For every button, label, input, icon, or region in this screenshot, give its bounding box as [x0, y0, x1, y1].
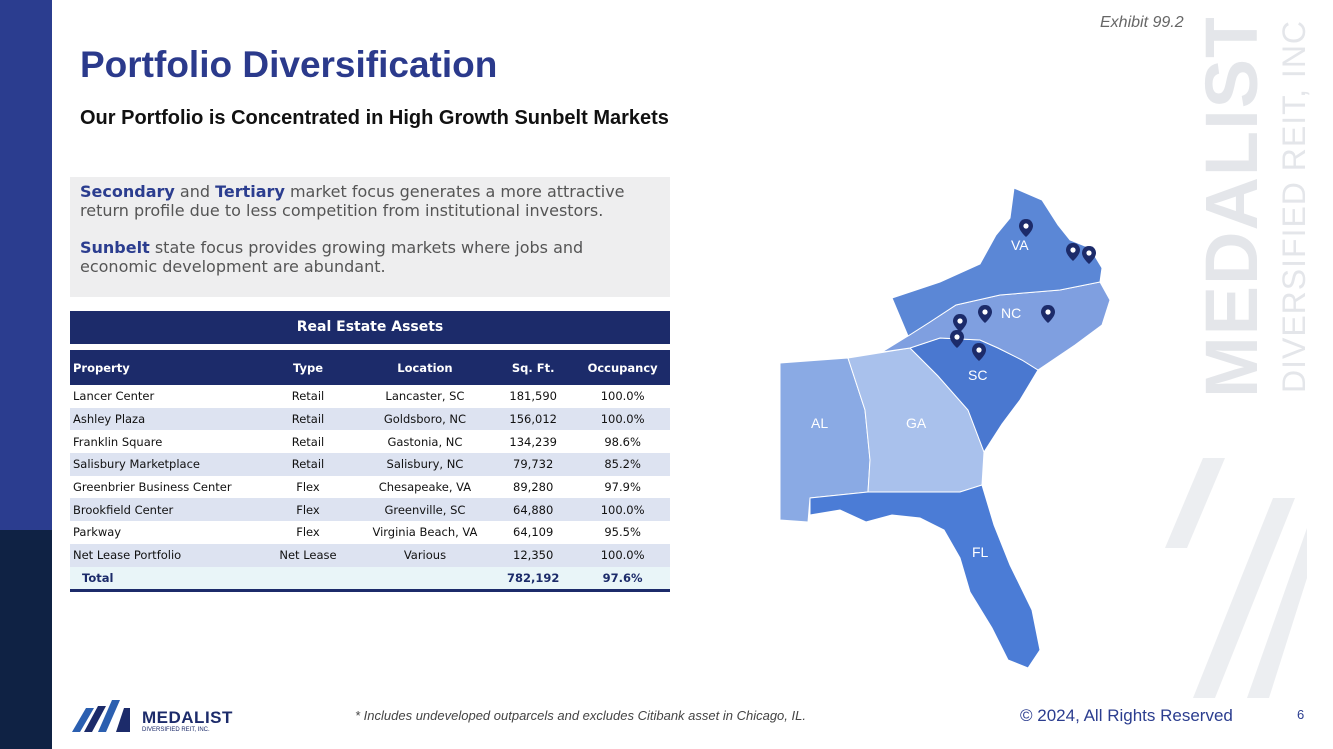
real-estate-assets-table: Property Type Location Sq. Ft. Occupancy…	[70, 350, 670, 592]
cell-location: Virginia Beach, VA	[372, 525, 478, 540]
cell-location: Greenville, SC	[358, 498, 492, 522]
southeast-states-map: VA NC SC GA AL FL	[779, 187, 1111, 669]
keyword-secondary: Secondary	[80, 182, 175, 201]
total-row: Total 782,192 97.6%	[70, 566, 670, 592]
cell-location: Gastonia, NC	[387, 434, 463, 449]
table-row: Salisbury Marketplace Retail Salisbury, …	[70, 453, 670, 476]
column-header: Type	[257, 350, 359, 385]
copyright: © 2024, All Rights Reserved	[1020, 706, 1233, 725]
cell-sqft: 89,280	[513, 480, 554, 495]
table-row: Net Lease Portfolio Net Lease Various 12…	[70, 543, 670, 567]
callout-paragraph-sunbelt: Sunbelt state focus provides growing mar…	[80, 238, 660, 276]
cell-location: Salisbury, NC	[358, 453, 492, 476]
cell-sqft: 156,012	[491, 407, 576, 431]
cell-sqft: 79,732	[491, 453, 576, 476]
medalist-mark-icon	[72, 700, 130, 732]
callout-paragraph-market: Secondary and Tertiary market focus gene…	[80, 182, 660, 220]
state-label-ga: GA	[906, 415, 927, 431]
cell-occupancy: 85.2%	[575, 453, 670, 476]
cell-location: Various	[358, 543, 492, 567]
watermark-text-sub: DIVERSIFIED REIT, INC.	[1276, 18, 1312, 393]
cell-property: Brookfield Center	[70, 498, 258, 522]
cell-property: Lancer Center	[73, 389, 155, 404]
column-header: Location	[358, 350, 492, 385]
watermark-mark-icon	[1165, 458, 1307, 698]
state-label-fl: FL	[972, 544, 989, 560]
callout-text: state focus provides growing markets whe…	[80, 238, 584, 276]
cell-property: Net Lease Portfolio	[70, 543, 258, 567]
cell-type: Retail	[257, 407, 359, 431]
keyword-sunbelt: Sunbelt	[80, 238, 150, 257]
cell-type: Flex	[296, 480, 320, 495]
cell-property: Greenbrier Business Center	[73, 480, 232, 495]
cell-occupancy: 100.0%	[575, 407, 670, 431]
cell-property: Franklin Square	[73, 434, 163, 449]
column-header: Occupancy	[575, 350, 670, 385]
total-label: Total	[70, 566, 258, 592]
exhibit-label: Exhibit 99.2	[1100, 14, 1184, 31]
state-label-nc: NC	[1001, 305, 1021, 321]
table-row: Brookfield Center Flex Greenville, SC 64…	[70, 498, 670, 522]
state-label-sc: SC	[968, 367, 987, 383]
cell-occupancy: 98.6%	[604, 434, 641, 449]
table-row: Greenbrier Business Center Flex Chesapea…	[70, 476, 670, 499]
watermark-text-main: MEDALIST	[1190, 18, 1273, 398]
logo-wordmark: MEDALIST	[142, 708, 233, 727]
cell-occupancy: 100.0%	[575, 543, 670, 567]
cell-location: Goldsboro, NC	[358, 407, 492, 431]
page-subtitle: Our Portfolio is Concentrated in High Gr…	[80, 107, 669, 129]
table-header-row: Property Type Location Sq. Ft. Occupancy	[70, 350, 670, 385]
footnote: * Includes undeveloped outparcels and ex…	[355, 708, 806, 723]
cell-occupancy: 100.0%	[575, 498, 670, 522]
strategy-callout: Secondary and Tertiary market focus gene…	[70, 177, 670, 297]
cell-property: Parkway	[73, 525, 122, 540]
cell-type: Retail	[291, 434, 325, 449]
cell-sqft: 64,109	[513, 525, 554, 540]
sidebar-band-bottom	[0, 530, 52, 749]
cell-sqft: 181,590	[509, 389, 557, 404]
table-row: Parkway Flex Virginia Beach, VA 64,109 9…	[70, 521, 670, 544]
cell-property: Salisbury Marketplace	[70, 453, 258, 476]
page-title: Portfolio Diversification	[80, 44, 498, 85]
state-label-va: VA	[1011, 237, 1029, 253]
cell-occupancy: 97.9%	[604, 480, 641, 495]
cell-occupancy: 95.5%	[604, 525, 641, 540]
cell-type: Net Lease	[257, 543, 359, 567]
table-row: Franklin Square Retail Gastonia, NC 134,…	[70, 430, 670, 453]
cell-type: Flex	[257, 498, 359, 522]
cell-type: Retail	[291, 389, 325, 404]
cell-type: Flex	[296, 525, 320, 540]
cell-sqft: 64,880	[491, 498, 576, 522]
cell-location: Lancaster, SC	[385, 389, 465, 404]
cell-location: Chesapeake, VA	[378, 480, 472, 495]
company-logo: MEDALIST DIVERSIFIED REIT, INC.	[72, 698, 242, 738]
total-sqft: 782,192	[491, 566, 576, 592]
cell-occupancy: 100.0%	[600, 389, 645, 404]
state-label-al: AL	[811, 415, 828, 431]
keyword-tertiary: Tertiary	[215, 182, 285, 201]
table-row: Lancer Center Retail Lancaster, SC 181,5…	[70, 385, 670, 408]
cell-sqft: 12,350	[491, 543, 576, 567]
total-occupancy: 97.6%	[575, 566, 670, 592]
cell-sqft: 134,239	[509, 434, 557, 449]
state-va	[891, 187, 1103, 337]
table-row: Ashley Plaza Retail Goldsboro, NC 156,01…	[70, 407, 670, 431]
logo-subtitle: DIVERSIFIED REIT, INC.	[142, 727, 210, 733]
callout-text: market focus generates a more attractive…	[80, 182, 625, 220]
column-header: Property	[70, 350, 258, 385]
cell-property: Ashley Plaza	[70, 407, 258, 431]
column-header: Sq. Ft.	[491, 350, 576, 385]
cell-type: Retail	[257, 453, 359, 476]
page-number: 6	[1297, 707, 1305, 722]
total-empty	[358, 566, 492, 592]
total-empty	[257, 566, 359, 592]
watermark-logo: MEDALIST DIVERSIFIED REIT, INC.	[1165, 18, 1312, 698]
sidebar-band-top	[0, 0, 52, 530]
callout-text: and	[174, 182, 216, 201]
state-fl	[809, 484, 1041, 669]
assets-table-title: Real Estate Assets	[70, 311, 670, 344]
